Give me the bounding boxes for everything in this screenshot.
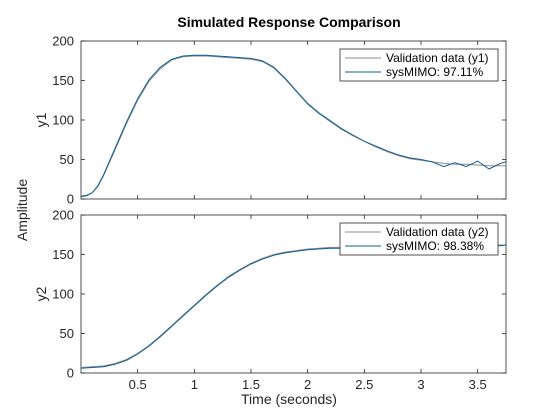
y-tick-label: 0 [67, 192, 74, 207]
y-tick-label: 100 [52, 287, 74, 302]
y-tick-label: 50 [60, 152, 74, 167]
x-tick-label: 2.5 [355, 377, 373, 392]
model-series-line [81, 54, 506, 198]
y-tick-label: 100 [52, 113, 74, 128]
y-tick-label: 150 [52, 247, 74, 262]
panel-y-label: y2 [33, 286, 49, 301]
chart-title: Simulated Response Comparison [177, 14, 400, 30]
x-tick-label: 1 [191, 377, 198, 392]
legend-box [339, 48, 499, 82]
y-tick-label: 200 [52, 208, 74, 223]
y-tick-label: 150 [52, 73, 74, 88]
x-tick-label: 1.5 [242, 377, 260, 392]
panel-y-label: y1 [33, 112, 49, 127]
x-tick-label: 3.5 [469, 377, 487, 392]
legend: Validation data (y1)sysMIMO: 97.11% [339, 48, 499, 82]
x-axis-label: Time (seconds) [241, 391, 337, 407]
legend-entry: sysMIMO: 98.38% [386, 239, 484, 253]
y-tick-label: 200 [52, 34, 74, 49]
y-tick-label: 50 [60, 326, 74, 341]
panel-2: 0 50 100 150 200 0.5 1 1.5 2 2.5 3 3.5 y2 Validation … [33, 208, 507, 392]
legend-entry: Validation data (y2) [386, 225, 489, 239]
x-tick-label: 0.5 [129, 377, 147, 392]
legend-entry: Validation data (y1) [386, 51, 489, 65]
x-tick-label: 3 [417, 377, 424, 392]
legend-box [339, 222, 499, 256]
panel-1: 0 50 100 150 200 y1 Validation data (y1)sysMIM… [33, 34, 507, 207]
validation-series-line [81, 55, 506, 197]
y-tick-label: 0 [67, 366, 74, 381]
legend-entry: sysMIMO: 97.11% [386, 65, 483, 79]
y-axis-label: Amplitude [14, 179, 30, 241]
legend: Validation data (y2)sysMIMO: 98.38% [339, 222, 499, 256]
x-tick-label: 2 [304, 377, 311, 392]
